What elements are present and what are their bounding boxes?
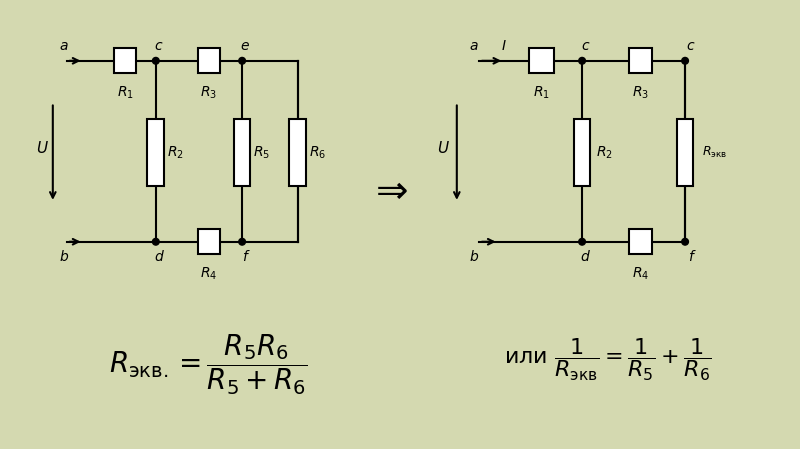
Text: U: U: [438, 141, 449, 156]
Text: c: c: [581, 39, 589, 53]
Text: b: b: [59, 250, 68, 264]
Text: $R_1$: $R_1$: [117, 85, 134, 101]
Text: d: d: [154, 250, 163, 264]
Text: или $\dfrac{1}{R_{\rm экв}} = \dfrac{1}{R_5} + \dfrac{1}{R_6}$: или $\dfrac{1}{R_{\rm экв}} = \dfrac{1}{…: [504, 337, 712, 383]
Text: $R_3$: $R_3$: [200, 85, 218, 101]
Circle shape: [682, 57, 689, 64]
Text: a: a: [60, 39, 68, 53]
Bar: [529, 48, 554, 73]
Text: e: e: [241, 39, 249, 53]
Text: $R_4$: $R_4$: [632, 266, 649, 282]
Circle shape: [153, 57, 159, 64]
Text: $R_3$: $R_3$: [632, 85, 649, 101]
Bar: [290, 119, 306, 186]
Bar: [198, 229, 220, 254]
Text: $R_5$: $R_5$: [254, 145, 270, 161]
Circle shape: [238, 57, 246, 64]
Bar: [630, 48, 652, 73]
Text: I: I: [502, 39, 506, 53]
Text: $R_2$: $R_2$: [596, 145, 613, 161]
Bar: [198, 48, 220, 73]
Bar: [574, 119, 590, 186]
Text: $R_{\rm экв}$: $R_{\rm экв}$: [702, 145, 727, 160]
Text: b: b: [469, 250, 478, 264]
Text: f: f: [242, 250, 247, 264]
Bar: [677, 119, 694, 186]
Text: c: c: [154, 39, 162, 53]
Text: $R_2$: $R_2$: [167, 145, 184, 161]
Bar: [147, 119, 164, 186]
Circle shape: [238, 238, 246, 245]
Bar: [114, 48, 136, 73]
Text: f: f: [688, 250, 693, 264]
Text: d: d: [581, 250, 590, 264]
Text: $R_{\rm экв.} = \dfrac{R_5 R_6}{R_5 + R_6}$: $R_{\rm экв.} = \dfrac{R_5 R_6}{R_5 + R_…: [109, 333, 307, 397]
Circle shape: [682, 238, 689, 245]
Bar: [234, 119, 250, 186]
Circle shape: [578, 57, 586, 64]
Circle shape: [153, 238, 159, 245]
Text: $R_4$: $R_4$: [200, 266, 218, 282]
Text: c: c: [687, 39, 694, 53]
Text: a: a: [470, 39, 478, 53]
Circle shape: [578, 238, 586, 245]
Text: $R_1$: $R_1$: [534, 85, 550, 101]
Text: $R_6$: $R_6$: [309, 145, 326, 161]
Bar: [630, 229, 652, 254]
Text: U: U: [36, 141, 47, 156]
Text: $\Rightarrow$: $\Rightarrow$: [368, 172, 408, 210]
